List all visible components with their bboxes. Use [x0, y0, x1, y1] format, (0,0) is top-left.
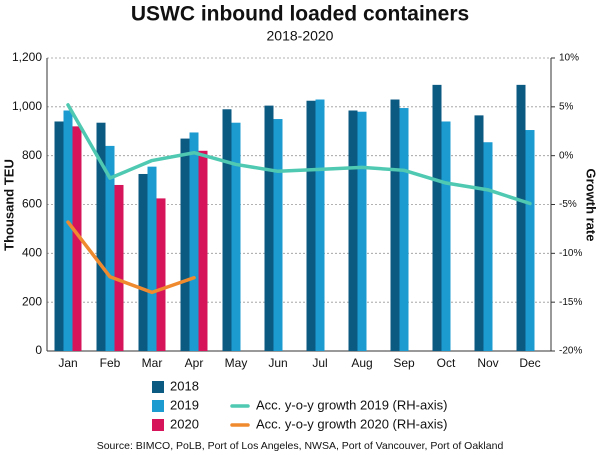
y-tick-label: 400	[22, 246, 42, 260]
bar	[180, 138, 190, 351]
legend-label: 2019	[170, 397, 199, 412]
bar	[231, 122, 241, 352]
bar	[432, 84, 442, 351]
x-tick-label: Nov	[477, 356, 498, 370]
y2-tick-label: -5%	[559, 199, 577, 210]
x-tick-label: Aug	[351, 356, 372, 370]
bar	[357, 111, 367, 351]
bar	[390, 99, 400, 351]
y-tick-label: 0	[35, 343, 42, 357]
legend-label: Acc. y-o-y growth 2020 (RH-axis)	[256, 416, 447, 431]
x-tick-label: Feb	[100, 356, 121, 370]
y2-axis-label: Growth rate	[584, 169, 599, 242]
bar	[525, 130, 535, 351]
bar	[264, 105, 274, 351]
legend-swatch	[152, 419, 164, 431]
legend-label: Acc. y-o-y growth 2019 (RH-axis)	[256, 397, 447, 412]
line	[66, 220, 196, 295]
bar	[54, 121, 64, 351]
x-tick-label: Apr	[185, 356, 204, 370]
bar	[483, 142, 493, 351]
y-tick-label: 1,000	[12, 99, 42, 113]
legend-swatch	[152, 381, 164, 393]
bar	[222, 109, 232, 352]
x-tick-label: May	[225, 356, 248, 370]
y2-tick-label: 0%	[559, 150, 574, 161]
x-tick-label: Mar	[142, 356, 163, 370]
bar	[273, 119, 283, 352]
bar	[516, 84, 526, 351]
x-tick-label: Jul	[312, 356, 327, 370]
legend-label: 2020	[170, 416, 199, 431]
bar	[114, 184, 124, 351]
y2-tick-label: 5%	[559, 101, 574, 112]
y2-tick-label: -15%	[559, 297, 582, 308]
line	[66, 103, 532, 206]
source-note: Source: BIMCO, PoLB, Port of Los Angeles…	[97, 440, 504, 452]
bar	[72, 126, 82, 351]
y-axis-label: Thousand TEU	[1, 159, 16, 251]
bar	[474, 115, 484, 351]
y-tick-label: 800	[22, 148, 42, 162]
bar	[441, 121, 451, 351]
legend-swatch	[152, 400, 164, 412]
bar	[306, 100, 316, 352]
chart-subtitle: 2018-2020	[267, 28, 334, 44]
x-tick-label: Dec	[519, 356, 540, 370]
y-tick-label: 1,200	[12, 50, 42, 64]
x-tick-label: Jan	[58, 356, 77, 370]
bar	[63, 110, 73, 351]
x-tick-label: Jun	[268, 356, 287, 370]
bar	[105, 145, 115, 351]
bar	[315, 99, 325, 351]
bar	[138, 173, 148, 351]
y2-tick-label: -20%	[559, 346, 582, 357]
x-tick-label: Sep	[393, 356, 415, 370]
y-tick-label: 600	[22, 197, 42, 211]
bar	[96, 122, 106, 352]
chart-title: USWC inbound loaded containers	[131, 3, 469, 26]
bar	[156, 198, 166, 351]
bar	[147, 166, 157, 351]
bar	[189, 132, 199, 351]
bar	[348, 110, 358, 351]
y-tick-label: 200	[22, 294, 42, 308]
y2-tick-label: 10%	[559, 53, 579, 64]
y2-tick-label: -10%	[559, 248, 582, 259]
legend-label: 2018	[170, 378, 199, 393]
x-tick-label: Oct	[437, 356, 456, 370]
bar	[198, 150, 208, 351]
bar	[399, 108, 409, 351]
